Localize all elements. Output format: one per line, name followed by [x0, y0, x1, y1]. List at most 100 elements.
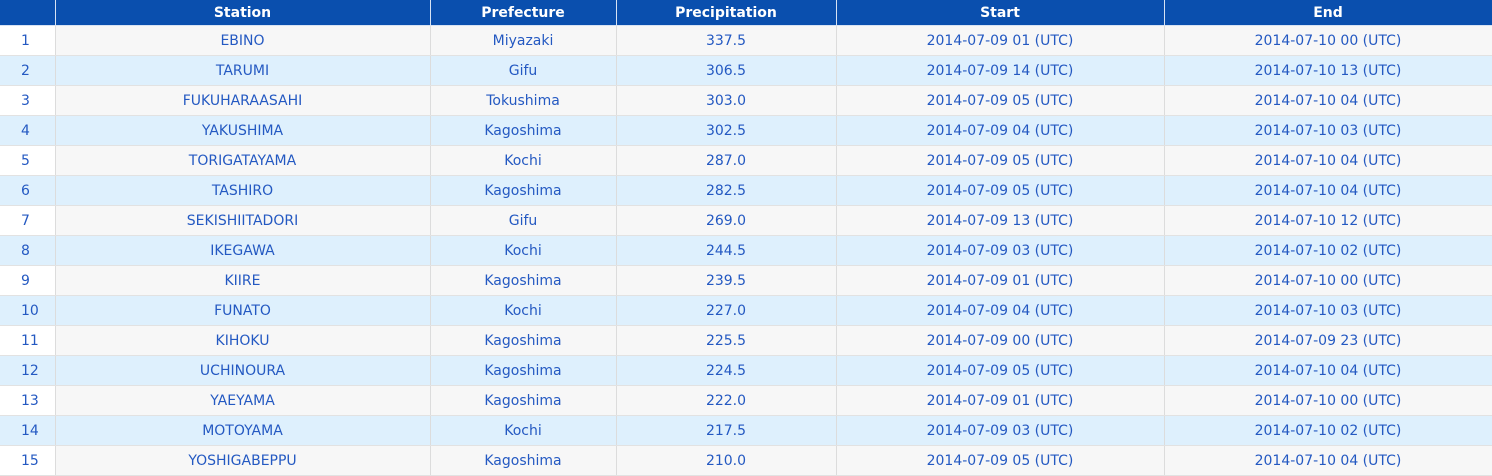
- table-row: 5 TORIGATAYAMA Kochi 287.0 2014-07-09 05 (UT…: [0, 145, 1492, 176]
- column-header-prefecture[interactable]: Prefecture: [430, 0, 617, 26]
- precipitation-cell: 244.5: [616, 235, 837, 266]
- precipitation-cell: 222.0: [616, 385, 837, 416]
- end-cell: 2014-07-09 23 (UTC): [1164, 325, 1492, 356]
- rank-cell: 8: [0, 235, 56, 266]
- precipitation-cell: 225.5: [616, 325, 837, 356]
- end-cell: 2014-07-10 04 (UTC): [1164, 145, 1492, 176]
- prefecture-cell: Kochi: [430, 415, 617, 446]
- start-cell: 2014-07-09 01 (UTC): [836, 265, 1165, 296]
- rank-cell: 4: [0, 115, 56, 146]
- rank-cell: 1: [0, 25, 56, 56]
- start-cell: 2014-07-09 00 (UTC): [836, 325, 1165, 356]
- station-cell: YAEYAMA: [55, 385, 431, 416]
- table-row: 1 EBINO Miyazaki 337.5 2014-07-09 01 (UTC) 20…: [0, 25, 1492, 56]
- end-cell: 2014-07-10 02 (UTC): [1164, 415, 1492, 446]
- prefecture-cell: Gifu: [430, 205, 617, 236]
- precipitation-cell: 227.0: [616, 295, 837, 326]
- station-cell: UCHINOURA: [55, 355, 431, 386]
- prefecture-cell: Kagoshima: [430, 265, 617, 296]
- start-cell: 2014-07-09 05 (UTC): [836, 145, 1165, 176]
- start-cell: 2014-07-09 01 (UTC): [836, 385, 1165, 416]
- rank-cell: 2: [0, 55, 56, 86]
- start-cell: 2014-07-09 14 (UTC): [836, 55, 1165, 86]
- table-row: 11 KIHOKU Kagoshima 225.5 2014-07-09 00 (UTC…: [0, 325, 1492, 356]
- table-row: 8 IKEGAWA Kochi 244.5 2014-07-09 03 (UTC) 201…: [0, 235, 1492, 266]
- table-row: 14 MOTOYAMA Kochi 217.5 2014-07-09 03 (UTC) 2…: [0, 415, 1492, 446]
- precipitation-cell: 282.5: [616, 175, 837, 206]
- start-cell: 2014-07-09 03 (UTC): [836, 415, 1165, 446]
- precipitation-cell: 337.5: [616, 25, 837, 56]
- table-row: 15 YOSHIGABEPPU Kagoshima 210.0 2014-07-09 0…: [0, 445, 1492, 476]
- precipitation-cell: 287.0: [616, 145, 837, 176]
- rank-cell: 11: [0, 325, 56, 356]
- rank-cell: 15: [0, 445, 56, 476]
- precipitation-cell: 217.5: [616, 415, 837, 446]
- precipitation-cell: 303.0: [616, 85, 837, 116]
- rank-cell: 13: [0, 385, 56, 416]
- end-cell: 2014-07-10 04 (UTC): [1164, 355, 1492, 386]
- prefecture-cell: Tokushima: [430, 85, 617, 116]
- table-row: 12 UCHINOURA Kagoshima 224.5 2014-07-09 05 (…: [0, 355, 1492, 386]
- table-row: 9 KIIRE Kagoshima 239.5 2014-07-09 01 (UTC) 2…: [0, 265, 1492, 296]
- start-cell: 2014-07-09 05 (UTC): [836, 355, 1165, 386]
- prefecture-cell: Miyazaki: [430, 25, 617, 56]
- header-row: Station Prefecture Precipitation Start E…: [0, 0, 1492, 26]
- station-cell: EBINO: [55, 25, 431, 56]
- rank-cell: 14: [0, 415, 56, 446]
- end-cell: 2014-07-10 04 (UTC): [1164, 85, 1492, 116]
- station-cell: SEKISHIITADORI: [55, 205, 431, 236]
- column-header-station[interactable]: Station: [55, 0, 431, 26]
- precipitation-cell: 302.5: [616, 115, 837, 146]
- column-header-precipitation[interactable]: Precipitation: [616, 0, 837, 26]
- start-cell: 2014-07-09 04 (UTC): [836, 295, 1165, 326]
- column-header-end[interactable]: End: [1164, 0, 1492, 26]
- end-cell: 2014-07-10 12 (UTC): [1164, 205, 1492, 236]
- start-cell: 2014-07-09 04 (UTC): [836, 115, 1165, 146]
- column-header-start[interactable]: Start: [836, 0, 1165, 26]
- rank-cell: 7: [0, 205, 56, 236]
- end-cell: 2014-07-10 02 (UTC): [1164, 235, 1492, 266]
- prefecture-cell: Kagoshima: [430, 115, 617, 146]
- station-cell: KIHOKU: [55, 325, 431, 356]
- precipitation-cell: 269.0: [616, 205, 837, 236]
- start-cell: 2014-07-09 05 (UTC): [836, 85, 1165, 116]
- station-cell: KIIRE: [55, 265, 431, 296]
- table-row: 10 FUNATO Kochi 227.0 2014-07-09 04 (UTC) 201…: [0, 295, 1492, 326]
- station-cell: TORIGATAYAMA: [55, 145, 431, 176]
- precipitation-cell: 306.5: [616, 55, 837, 86]
- prefecture-cell: Kagoshima: [430, 385, 617, 416]
- start-cell: 2014-07-09 05 (UTC): [836, 445, 1165, 476]
- precipitation-cell: 210.0: [616, 445, 837, 476]
- rank-cell: 5: [0, 145, 56, 176]
- end-cell: 2014-07-10 00 (UTC): [1164, 25, 1492, 56]
- start-cell: 2014-07-09 03 (UTC): [836, 235, 1165, 266]
- table-row: 3 FUKUHARAASAHI Tokushima 303.0 2014-07-09 0…: [0, 85, 1492, 116]
- end-cell: 2014-07-10 00 (UTC): [1164, 265, 1492, 296]
- station-cell: FUKUHARAASAHI: [55, 85, 431, 116]
- precipitation-cell: 224.5: [616, 355, 837, 386]
- prefecture-cell: Kagoshima: [430, 325, 617, 356]
- prefecture-cell: Kagoshima: [430, 355, 617, 386]
- table-row: 13 YAEYAMA Kagoshima 222.0 2014-07-09 01 (UT…: [0, 385, 1492, 416]
- prefecture-cell: Kochi: [430, 235, 617, 266]
- end-cell: 2014-07-10 04 (UTC): [1164, 175, 1492, 206]
- end-cell: 2014-07-10 03 (UTC): [1164, 115, 1492, 146]
- station-cell: IKEGAWA: [55, 235, 431, 266]
- station-cell: YAKUSHIMA: [55, 115, 431, 146]
- station-cell: YOSHIGABEPPU: [55, 445, 431, 476]
- table-row: 2 TARUMI Gifu 306.5 2014-07-09 14 (UTC) 2014-…: [0, 55, 1492, 86]
- prefecture-cell: Kochi: [430, 145, 617, 176]
- end-cell: 2014-07-10 03 (UTC): [1164, 295, 1492, 326]
- station-cell: TASHIRO: [55, 175, 431, 206]
- end-cell: 2014-07-10 13 (UTC): [1164, 55, 1492, 86]
- column-header-rank: [0, 0, 56, 26]
- table-row: 7 SEKISHIITADORI Gifu 269.0 2014-07-09 13 (U…: [0, 205, 1492, 236]
- start-cell: 2014-07-09 05 (UTC): [836, 175, 1165, 206]
- station-cell: TARUMI: [55, 55, 431, 86]
- precipitation-cell: 239.5: [616, 265, 837, 296]
- rank-cell: 6: [0, 175, 56, 206]
- prefecture-cell: Kagoshima: [430, 175, 617, 206]
- end-cell: 2014-07-10 00 (UTC): [1164, 385, 1492, 416]
- start-cell: 2014-07-09 13 (UTC): [836, 205, 1165, 236]
